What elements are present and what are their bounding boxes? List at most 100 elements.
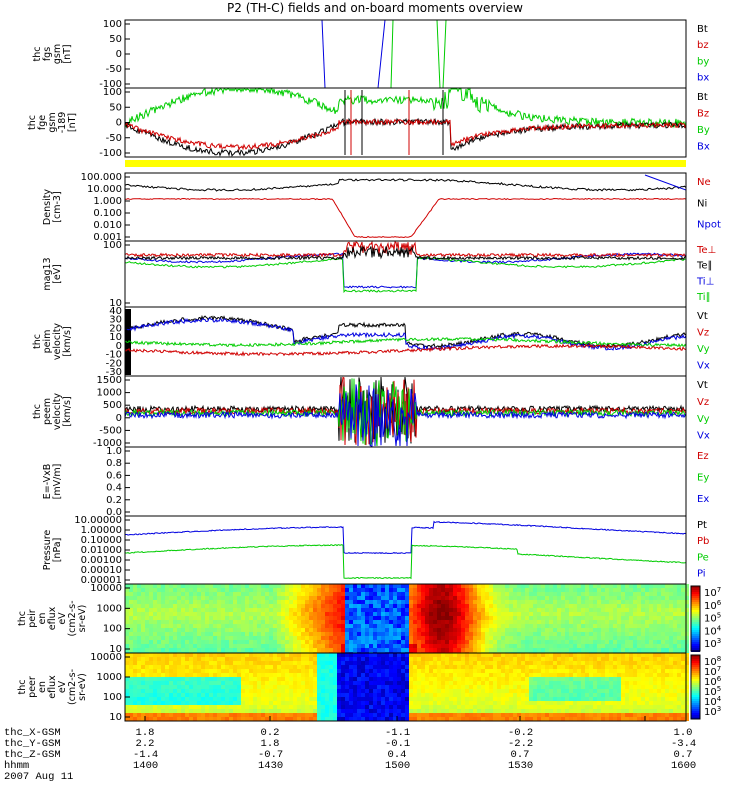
ephemeris-value-y-4: -3.4 <box>671 738 697 750</box>
temp-tipar-line <box>125 256 686 293</box>
efield-yticklabel-2: 0.6 <box>106 470 122 481</box>
fge-bz-line <box>125 118 686 152</box>
ephemeris-value-t-4: 1600 <box>671 760 697 772</box>
peim-yticklabel-6: -20 <box>106 358 122 369</box>
peer-cb-label-5: 103 <box>704 705 721 718</box>
ephemeris-label-1: thc_Y-GSM <box>4 738 61 750</box>
peir-yticklabel-0: 10000 <box>90 583 122 594</box>
peer-ylabel-6: sr-eV) <box>77 673 88 701</box>
temp-legend-Te⊥: Te⊥ <box>696 245 716 256</box>
efield-legend-Ez: Ez <box>697 451 709 462</box>
density-yticklabel-5: 0.001 <box>93 232 122 243</box>
peim-legend-Vz: Vz <box>697 327 709 338</box>
pressure-legend-Pt: Pt <box>697 520 707 531</box>
peem-blue-line <box>125 384 686 447</box>
fge-legend-Bt: Bt <box>697 92 708 103</box>
peer-yticklabel-2: 100 <box>103 692 122 703</box>
density-yticklabel-0: 100.000 <box>81 172 122 183</box>
peem-legend-Vx: Vx <box>697 431 710 442</box>
ephemeris-value-y-0: 2.2 <box>135 738 155 750</box>
ephemeris-label-3: hhmm <box>4 760 30 772</box>
fge-ylabel-4: [nT] <box>67 113 78 132</box>
efield-yticklabel-5: 0.0 <box>106 507 122 518</box>
fgs-ylabel-1: fgs <box>42 47 53 61</box>
fgs-yticklabel-3: -50 <box>106 64 122 75</box>
peer-ylabel-0: thc <box>17 680 28 695</box>
density-ne-line <box>125 197 686 239</box>
ephemeris-value-y-2: -0.1 <box>385 738 411 750</box>
efield-legend-Ex: Ex <box>697 494 709 505</box>
ephemeris-value-z-3: 0.7 <box>510 749 530 761</box>
ephemeris-value-y-3: -2.2 <box>508 738 534 750</box>
fge-yticklabel-1: 50 <box>109 102 122 113</box>
peem-yticklabel-5: -1000 <box>93 438 122 449</box>
ephemeris-value-t-3: 1530 <box>508 760 534 772</box>
fge-ylabel-1: fge <box>37 115 48 130</box>
temp-teperp-line <box>125 240 686 258</box>
pressure-ylabel-1: [nPa] <box>52 538 63 563</box>
ephemeris-value-z-1: -0.7 <box>258 749 284 761</box>
peim-ylabel-1: peim <box>42 330 53 354</box>
peir-colorbar <box>691 586 700 652</box>
peer-yticklabel-3: 10 <box>109 712 122 723</box>
ephemeris-value-x-2: -1.1 <box>385 727 411 739</box>
peir-ylabel-4: eV <box>57 612 68 625</box>
fgs-legend-Bt: Bt <box>697 24 708 35</box>
peir-yticklabel-3: 10 <box>109 644 122 655</box>
peim-vz-line <box>125 343 686 357</box>
density-legend-Npot: Npot <box>697 220 721 231</box>
density-legend-Ni: Ni <box>697 198 707 209</box>
efield-yticklabel-4: 0.2 <box>106 495 122 506</box>
pressure-yticklabel-2: 0.10000 <box>81 535 122 546</box>
peem-green-line <box>125 378 686 447</box>
peer-ylabel-4: eV <box>57 680 68 693</box>
temp-legend-Te∥: Te∥ <box>696 261 713 272</box>
density-ni-line <box>125 178 686 192</box>
efield-yticklabel-0: 1.0 <box>106 446 122 457</box>
peem-black-line <box>125 376 686 444</box>
fgs-ylabel-2: gsm <box>52 44 63 64</box>
efield-frame <box>124 446 687 517</box>
peem-ylabel-0: thc <box>32 404 43 419</box>
data-gap-bar <box>125 160 686 167</box>
peer-spectrogram <box>125 653 689 721</box>
peer-colorbar <box>691 655 700 719</box>
peim-yticklabel-2: 20 <box>109 323 122 334</box>
density-npot-line <box>644 174 686 191</box>
peim-yticklabel-4: 0 <box>116 341 122 352</box>
ephemeris-value-x-3: -0.2 <box>508 727 534 739</box>
efield-yticklabel-1: 0.8 <box>106 458 122 469</box>
peir-yticklabel-2: 100 <box>103 624 122 635</box>
peem-ylabel-2: velocity <box>52 393 63 431</box>
fgs-bx-line <box>321 20 326 89</box>
peem-legend-Vt: Vt <box>697 380 708 391</box>
ephemeris-value-z-4: 0.7 <box>673 749 693 761</box>
fgs-yticklabel-0: 100 <box>103 19 122 30</box>
peir-colorbar-frame <box>690 585 701 652</box>
pressure-pe-line <box>125 544 686 580</box>
peir-cb-label-4: 103 <box>704 637 721 650</box>
peer-ylabel-3: eflux <box>47 675 58 699</box>
pressure-yticklabel-3: 0.01000 <box>81 545 122 556</box>
peim-legend-Vy: Vy <box>697 344 710 355</box>
peem-yticklabel-3: 0 <box>116 413 122 424</box>
peem-ylabel-3: [km/s] <box>62 396 73 426</box>
fge-legend-By: By <box>697 125 710 136</box>
ephemeris-value-x-4: 1.0 <box>673 727 693 739</box>
fgs-ylabel-3: [nT] <box>62 44 73 63</box>
peim-yticklabel-3: 10 <box>109 332 122 343</box>
ephemeris-value-z-2: 0.4 <box>387 749 407 761</box>
pressure-yticklabel-6: 0.00001 <box>81 575 122 586</box>
peir-ylabel-3: eflux <box>47 606 58 630</box>
efield-legend-Ey: Ey <box>697 473 709 484</box>
peer-ylabel-2: en <box>37 681 48 693</box>
fgs-legend-bx: bx <box>697 73 709 84</box>
fgs-yticklabel-4: -100 <box>99 79 122 90</box>
peir-spectrogram <box>125 584 689 656</box>
fge-by-line <box>125 87 686 129</box>
density-frame <box>124 172 687 242</box>
ephemeris-table: thc_X-GSM 1.8 0.2 -1.1 -0.2 1.0 thc_Y-GSM 2.2 1.… <box>4 728 746 798</box>
temp-ylabel-0: mag13 <box>42 257 53 290</box>
peim-legend-Vx: Vx <box>697 360 710 371</box>
